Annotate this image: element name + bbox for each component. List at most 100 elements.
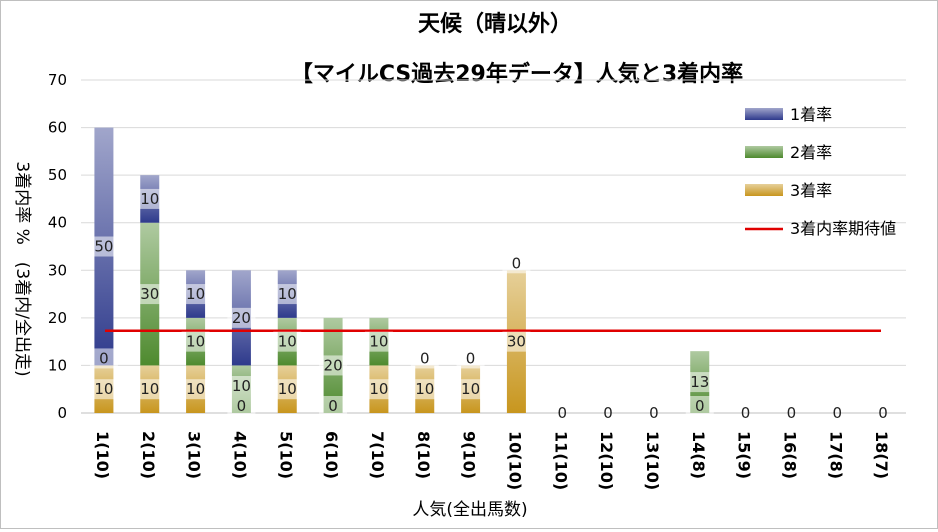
legend-label: 3着内率期待値 <box>790 219 896 238</box>
y-tick-label: 50 <box>48 166 67 184</box>
data-label-bg <box>502 253 531 274</box>
data-label-bg <box>227 307 256 328</box>
chart-subtitle: 【マイルCS過去29年データ】人気と3着内率 <box>291 61 743 87</box>
data-label: 0 <box>695 397 705 415</box>
x-category-label: 16(8) <box>780 431 799 479</box>
data-label: 10 <box>186 285 205 303</box>
legend-swatch <box>745 146 783 158</box>
data-label-bg <box>364 331 393 352</box>
y-axis-title: 3着内率 % (3着内/全出走) <box>12 161 32 376</box>
data-label: 30 <box>140 285 159 303</box>
x-category-label: 9(10) <box>460 431 479 479</box>
data-label-bg <box>181 331 210 352</box>
data-label: 0 <box>649 404 659 422</box>
data-label-bg <box>273 331 302 352</box>
data-label: 0 <box>741 404 751 422</box>
y-tick-label: 20 <box>48 309 67 327</box>
x-category-label: 11(10) <box>551 431 570 490</box>
data-label-bg <box>456 348 485 369</box>
data-label: 10 <box>186 380 205 398</box>
y-axis-ticks: 0 10 20 30 40 50 60 70 <box>48 71 67 422</box>
data-label: 10 <box>186 333 205 351</box>
y-tick-label: 30 <box>48 261 67 279</box>
y-tick-label: 10 <box>48 356 67 374</box>
legend-label: 3着率 <box>790 181 832 200</box>
data-label-bg <box>319 396 348 416</box>
data-label: 0 <box>237 397 247 415</box>
data-label: 0 <box>512 254 522 272</box>
data-label: 10 <box>278 285 297 303</box>
data-label: 20 <box>324 356 343 374</box>
x-category-label: 2(10) <box>139 431 158 479</box>
data-label-bg <box>685 372 714 393</box>
x-category-label: 4(10) <box>230 431 249 479</box>
data-label: 0 <box>328 397 338 415</box>
y-tick-label: 60 <box>48 119 67 137</box>
data-label: 0 <box>603 404 613 422</box>
data-label: 0 <box>420 349 430 367</box>
data-label-bg <box>135 284 164 305</box>
x-category-label: 18(7) <box>872 431 891 479</box>
x-category-label: 13(10) <box>643 431 662 490</box>
y-tick-label: 40 <box>48 214 67 232</box>
x-category-label: 15(9) <box>735 431 754 479</box>
data-label-bg <box>273 379 302 400</box>
legend: 1着率 2着率 3着率 3着内率期待値 <box>745 105 896 238</box>
data-label: 50 <box>94 238 113 256</box>
data-label: 10 <box>369 333 388 351</box>
data-label: 10 <box>140 190 159 208</box>
data-label: 10 <box>415 380 434 398</box>
data-label: 0 <box>466 349 476 367</box>
x-category-label: 14(8) <box>689 431 708 479</box>
data-label: 0 <box>557 404 567 422</box>
data-label-bg <box>685 396 714 416</box>
data-label: 10 <box>140 380 159 398</box>
x-category-label: 5(10) <box>276 431 295 479</box>
data-label-bg <box>502 331 531 352</box>
data-label-bg <box>410 379 439 400</box>
x-category-label: 1(10) <box>93 431 112 479</box>
data-label-bg <box>89 348 118 369</box>
data-labels: 10 0 50 10 30 10 10 10 10 0 10 20 10 10 10 0 20 10 10 10 0 10… <box>89 188 888 422</box>
data-label: 10 <box>94 380 113 398</box>
chart-title: 天候（晴以外） <box>418 11 572 37</box>
data-label-bg <box>273 284 302 305</box>
data-label: 0 <box>878 404 888 422</box>
legend-swatch <box>745 184 783 196</box>
data-label-bg <box>181 379 210 400</box>
x-category-label: 17(8) <box>826 431 845 479</box>
legend-label: 2着率 <box>790 143 832 162</box>
x-category-label: 8(10) <box>414 431 433 479</box>
data-label: 13 <box>690 373 709 391</box>
data-label: 10 <box>232 377 251 395</box>
data-label-bg <box>135 188 164 209</box>
data-label-bg <box>319 355 348 376</box>
x-category-label: 6(10) <box>322 431 341 479</box>
legend-swatch <box>745 108 783 120</box>
data-label-bg <box>410 348 439 369</box>
legend-label: 1着率 <box>790 105 832 124</box>
data-label: 0 <box>787 404 797 422</box>
y-tick-label: 0 <box>57 404 67 422</box>
x-axis-title: 人気(全出馬数) <box>412 500 527 520</box>
data-label: 10 <box>278 380 297 398</box>
gridlines <box>81 79 906 414</box>
data-label-bg <box>89 379 118 400</box>
x-category-label: 12(10) <box>597 431 616 490</box>
data-label: 10 <box>461 380 480 398</box>
data-label-bg <box>181 284 210 305</box>
x-category-label: 3(10) <box>185 431 204 479</box>
data-label-bg <box>227 376 256 396</box>
data-label-bg <box>135 379 164 400</box>
data-label: 0 <box>832 404 842 422</box>
data-label: 10 <box>369 380 388 398</box>
data-label: 30 <box>507 333 526 351</box>
data-label: 0 <box>99 349 109 367</box>
y-tick-label: 70 <box>48 71 67 89</box>
x-category-label: 10(10) <box>505 431 524 490</box>
data-label-bg <box>456 379 485 400</box>
data-label-bg <box>364 379 393 400</box>
x-axis-categories: 1(10) 2(10) 3(10) 4(10) 5(10) 6(10) 7(10) 8(10)… <box>93 431 891 490</box>
